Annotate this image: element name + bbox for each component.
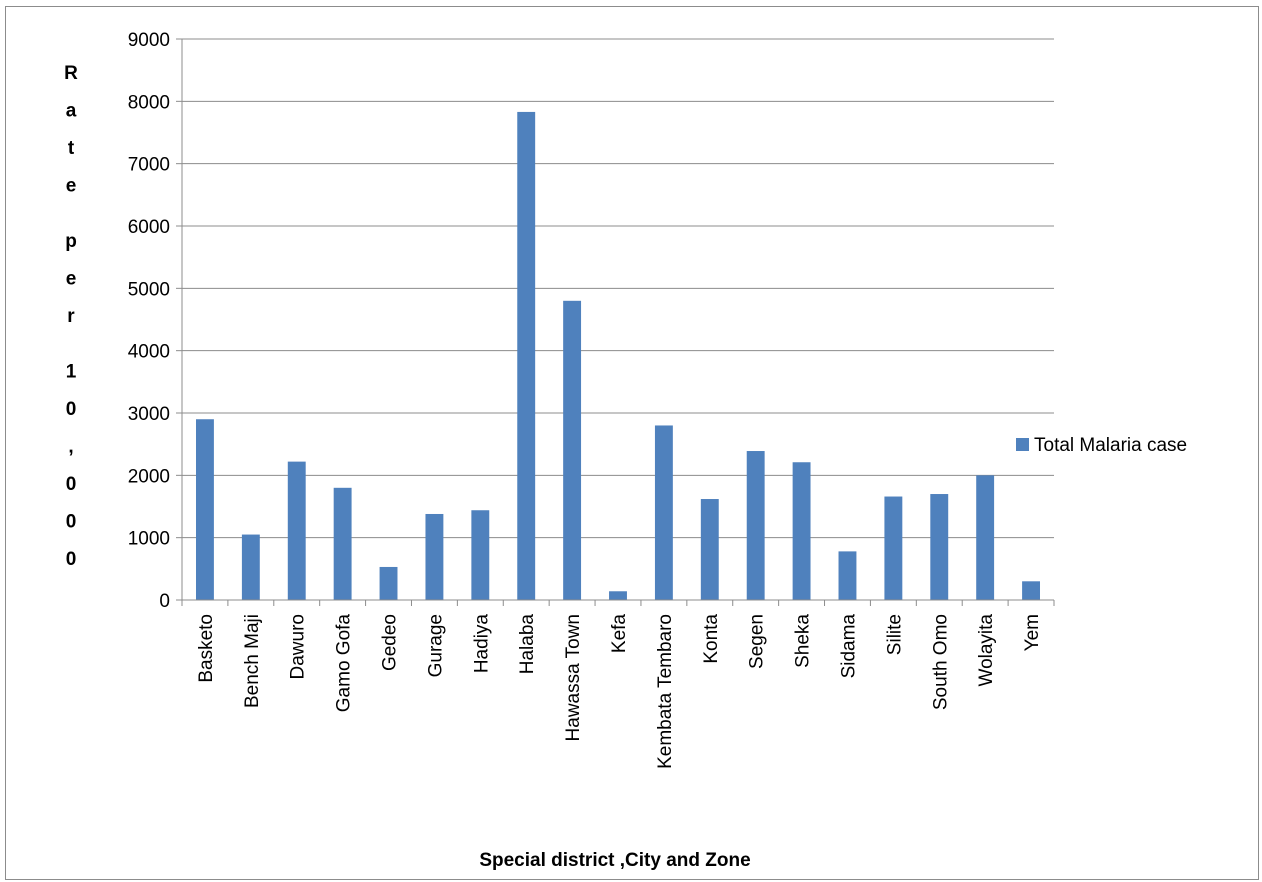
y-axis-title-letter: e <box>66 176 77 197</box>
bar <box>930 494 949 600</box>
bar <box>609 591 627 600</box>
y-axis-title-letter: R <box>64 63 78 84</box>
legend-label: Total Malaria case <box>1034 435 1187 456</box>
x-tick-label: Wolayita <box>976 614 997 687</box>
bar <box>195 419 214 600</box>
bar <box>517 111 536 601</box>
y-axis-title-letter: e <box>66 269 77 290</box>
bar <box>563 300 582 600</box>
y-tick-label: 2000 <box>128 466 170 487</box>
x-tick-label: Dawuro <box>288 614 309 679</box>
y-axis-title-letter: 1 <box>66 362 77 383</box>
axes <box>181 39 1055 606</box>
bar <box>792 462 811 600</box>
x-tick-label: Yem <box>1022 614 1043 651</box>
x-tick-label: Sheka <box>793 614 814 668</box>
x-tick-label: Bench Maji <box>242 614 263 708</box>
y-tick-label: 5000 <box>128 279 170 300</box>
x-tick-label: Gurage <box>425 614 446 677</box>
x-tick-label: Silite <box>884 614 905 655</box>
y-axis-title-letter: p <box>65 231 77 252</box>
bar <box>287 461 306 600</box>
bar <box>654 425 673 600</box>
y-tick-label: 6000 <box>128 217 170 238</box>
gridlines <box>176 38 1054 601</box>
y-tick-label: 0 <box>159 591 170 612</box>
bar <box>379 566 398 600</box>
x-tick-label: Gedeo <box>380 614 401 671</box>
y-axis-title-letter: 0 <box>66 512 77 533</box>
legend: Total Malaria case <box>1016 435 1187 456</box>
x-tick-label: Hadiya <box>471 614 492 674</box>
x-tick-labels: Basketo Bench Maji Dawuro Gamo Gofa Gedeo Gur… <box>196 614 1043 769</box>
y-axis-title-letter: t <box>68 138 75 159</box>
bar <box>976 475 995 600</box>
bar <box>1022 581 1041 600</box>
y-tick-labels: 0 1000 2000 3000 4000 5000 6000 7000 8000 9000 <box>128 30 170 612</box>
bar <box>471 510 490 600</box>
bar <box>333 487 352 600</box>
x-tick-label: Segen <box>747 614 768 669</box>
x-tick-label: South Omo <box>930 614 951 710</box>
y-tick-label: 1000 <box>128 529 170 550</box>
x-tick-label: Kembata Tembaro <box>655 614 676 769</box>
y-axis-title-letter: 0 <box>66 399 77 420</box>
chart-frame <box>5 6 1259 880</box>
x-axis-title: Special district ,City and Zone <box>479 850 750 871</box>
bar <box>700 499 719 600</box>
legend-swatch <box>1016 438 1029 451</box>
y-axis-title-letter: r <box>67 306 75 327</box>
y-axis-title-letter: , <box>68 437 73 458</box>
x-tick-label: Konta <box>701 614 722 664</box>
x-tick-label: Gamo Gofa <box>334 614 355 713</box>
y-axis-title-letter: a <box>66 101 77 122</box>
bars <box>195 111 1041 601</box>
bar <box>838 551 857 600</box>
x-tick-label: Hawassa Town <box>563 614 584 741</box>
y-tick-label: 7000 <box>128 155 170 176</box>
x-tick-label: Halaba <box>517 614 538 675</box>
y-axis-title-letter: 0 <box>66 474 77 495</box>
y-tick-label: 8000 <box>128 92 170 113</box>
y-axis-title-letter: 0 <box>66 549 77 570</box>
y-tick-label: 3000 <box>128 404 170 425</box>
bar <box>884 496 903 600</box>
x-tick-label: Basketo <box>196 614 217 683</box>
x-tick-label: Kefa <box>609 614 630 654</box>
bar <box>241 534 260 600</box>
bar <box>746 451 765 600</box>
bar <box>425 513 444 600</box>
x-tick-label: Sidama <box>838 614 859 679</box>
y-tick-label: 4000 <box>128 342 170 363</box>
y-tick-label: 9000 <box>128 30 170 51</box>
